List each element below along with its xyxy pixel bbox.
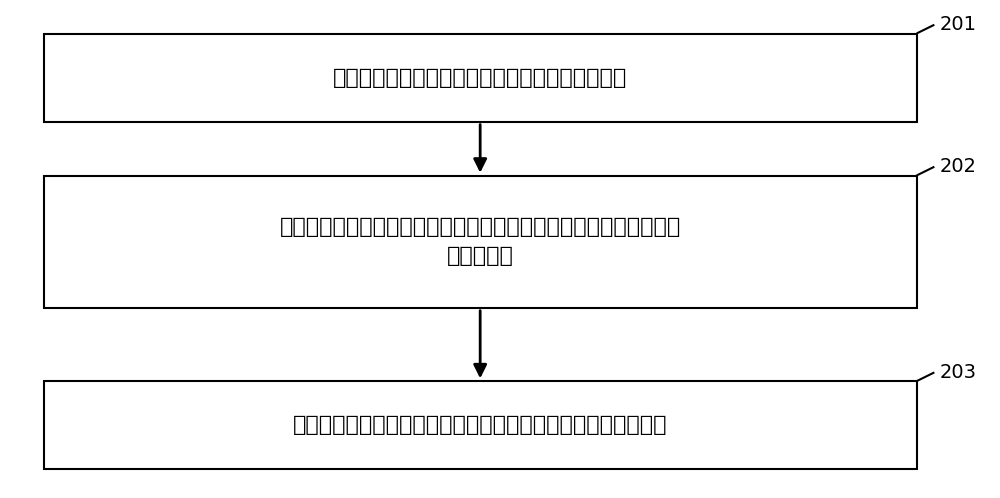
FancyBboxPatch shape (44, 176, 917, 308)
Text: 203: 203 (939, 363, 976, 382)
Text: 控制所述吸收光器件吸收所述发射光信号，并采集所述吸收光器件的
光吸收谱线: 控制所述吸收光器件吸收所述发射光信号，并采集所述吸收光器件的 光吸收谱线 (280, 217, 681, 266)
FancyBboxPatch shape (44, 381, 917, 469)
Text: 201: 201 (939, 15, 976, 34)
Text: 基于所述吸收光器件的光吸收谱线，确定所述芯片的光吸收谱线: 基于所述吸收光器件的光吸收谱线，确定所述芯片的光吸收谱线 (293, 415, 667, 435)
FancyBboxPatch shape (44, 33, 917, 122)
Text: 202: 202 (939, 157, 976, 176)
Text: 控制所述发射光器件向所述吸收光器件发射光信号: 控制所述发射光器件向所述吸收光器件发射光信号 (333, 68, 627, 88)
